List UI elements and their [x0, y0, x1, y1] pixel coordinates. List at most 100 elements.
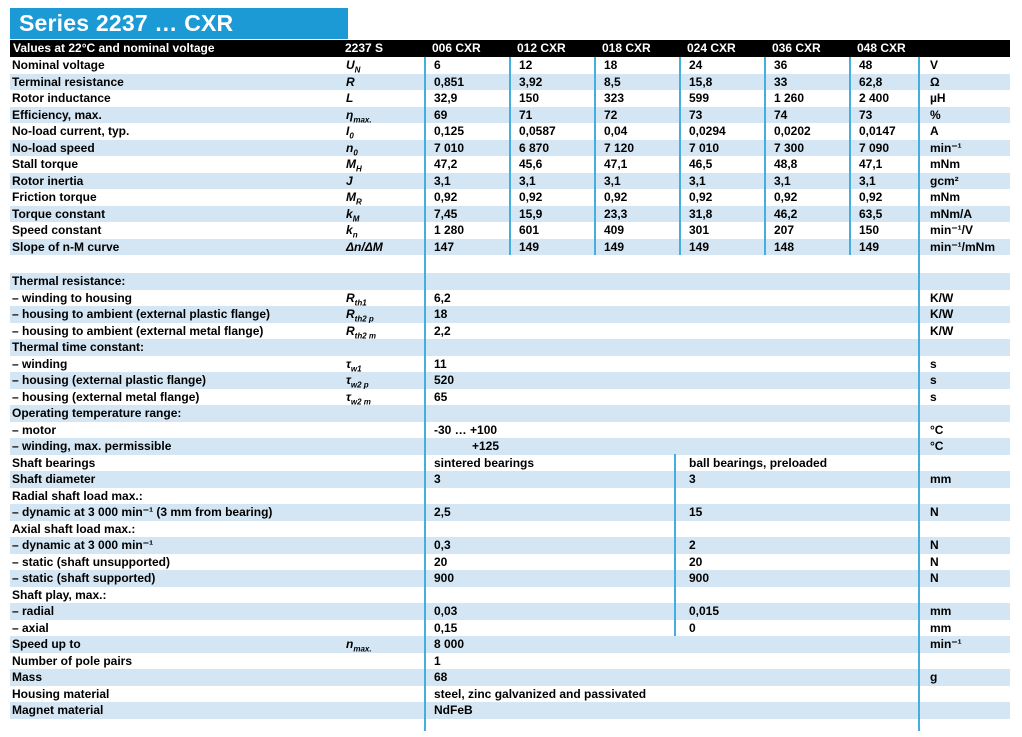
symbol-main: τ	[346, 373, 351, 387]
symbol-main: U	[346, 58, 355, 72]
conditions-label: Values at 22°C and nominal voltage	[13, 41, 215, 55]
symbol-main: R	[346, 290, 355, 305]
unit-column-divider	[918, 57, 920, 731]
value-cell: 0,0294	[689, 124, 726, 138]
value-cell: 36	[774, 58, 788, 72]
param-label: Axial shaft load max.:	[12, 521, 136, 536]
param-symbol: nmax.	[345, 636, 426, 658]
symbol-main: τ	[346, 389, 351, 404]
value-cell: 3	[434, 472, 441, 486]
param-label: – dynamic at 3 000 min⁻¹ (3 mm from bear…	[12, 505, 273, 519]
column-header: 036 CXR	[772, 41, 821, 55]
column-header: 006 CXR	[432, 41, 481, 55]
param-label: – housing (external plastic flange)	[12, 373, 207, 387]
param-label: – housing to ambient (external metal fla…	[12, 323, 264, 338]
param-label: – winding, max. permissible	[12, 439, 172, 453]
symbol-subscript: 0	[353, 147, 358, 157]
value-cell: +125	[472, 439, 500, 453]
value-cell: 15,9	[519, 206, 543, 221]
value-cell: 23,3	[604, 206, 628, 221]
symbol-main: Δn/ΔM	[346, 239, 383, 254]
unit-cell: A	[930, 124, 939, 138]
value-cell: 47,2	[434, 157, 458, 171]
symbol-subscript: th2 m	[354, 330, 377, 340]
value-cell: 3,1	[774, 173, 791, 188]
param-label: – static (shaft unsupported)	[12, 554, 171, 569]
param-label: Stall torque	[12, 157, 79, 171]
value-cell: 11	[434, 356, 447, 371]
symbol-subscript: w1	[350, 363, 362, 373]
value-cell: 0,3	[434, 538, 451, 552]
symbol-main: n	[346, 637, 354, 651]
value-cell: 0	[689, 620, 696, 635]
value-cell: 45,6	[519, 157, 543, 171]
value-cell: 65	[434, 389, 448, 404]
page-title: Series 2237 … CXR	[19, 10, 234, 36]
bearing-section-divider	[674, 454, 676, 636]
table-row: – housing to ambient (external metal fla…	[10, 323, 1010, 340]
param-label: Rotor inertia	[12, 173, 84, 188]
param-label: Efficiency, max.	[12, 107, 102, 122]
value-cell: 409	[604, 223, 625, 237]
value-cell: 1 280	[434, 223, 465, 237]
value-cell: -30 … +100	[434, 422, 498, 437]
unit-cell: N	[930, 571, 939, 585]
column-header: 2237 S	[345, 41, 384, 55]
symbol-main: n	[346, 140, 354, 155]
value-cell: ball bearings, preloaded	[689, 455, 828, 470]
column-divider	[849, 57, 851, 255]
table-row: Operating temperature range:	[10, 405, 1010, 422]
value-cell: 149	[859, 239, 880, 254]
column-divider	[594, 57, 596, 255]
value-cell: 15	[689, 505, 703, 519]
value-cell: 3	[689, 472, 696, 486]
value-cell: 12	[519, 58, 533, 72]
value-cell: 0,04	[604, 124, 628, 138]
unit-cell: s	[930, 373, 937, 387]
unit-cell: min⁻¹	[930, 140, 962, 155]
symbol-main: M	[346, 190, 356, 204]
value-cell: 15,8	[689, 74, 713, 89]
value-cell: 6 870	[519, 140, 550, 155]
param-label: – motor	[12, 422, 57, 437]
value-cell: 0,92	[519, 190, 543, 204]
unit-cell: s	[930, 356, 937, 371]
symbol-subscript: th2 p	[354, 314, 374, 324]
table-row: – winding τw1 11 s	[10, 356, 1010, 373]
table-row: – housing (external plastic flange) τw2 p…	[10, 372, 1010, 389]
value-cell: 0,15	[434, 620, 458, 635]
symbol-subscript: n	[352, 230, 358, 240]
symbol-subscript: w2 m	[350, 396, 371, 406]
param-symbol	[345, 537, 426, 554]
symbol-main: R	[346, 74, 355, 89]
unit-cell: mNm	[930, 190, 961, 204]
value-cell: 46,2	[774, 206, 798, 221]
param-symbol	[345, 554, 426, 571]
column-header: 024 CXR	[687, 41, 736, 55]
param-symbol: MR	[345, 189, 426, 211]
table-row: – motor -30 … +100 °C	[10, 422, 1010, 439]
value-cell: 0,0587	[519, 124, 556, 138]
unit-cell: mNm/A	[930, 206, 973, 221]
table-row: – housing to ambient (external plastic f…	[10, 306, 1010, 323]
value-cell: 149	[689, 239, 710, 254]
value-cell: 62,8	[859, 74, 883, 89]
symbol-subscript: N	[354, 65, 361, 75]
param-label: Housing material	[12, 686, 110, 701]
value-cell: 7,45	[434, 206, 458, 221]
param-symbol: τw1	[345, 356, 426, 378]
param-label: Speed constant	[12, 223, 102, 237]
column-divider	[424, 57, 426, 731]
column-header: 018 CXR	[602, 41, 651, 55]
symbol-main: τ	[346, 356, 351, 371]
value-cell: 0,92	[689, 190, 713, 204]
value-cell: 0,03	[434, 604, 458, 618]
value-cell: 323	[604, 91, 625, 105]
table-row: – housing (external metal flange) τw2 m 65…	[10, 389, 1010, 406]
value-cell: 1 260	[774, 91, 805, 105]
value-cell: 3,92	[519, 74, 543, 89]
param-label: – static (shaft supported)	[12, 571, 156, 585]
param-label: – axial	[12, 620, 49, 635]
value-cell: 0,015	[689, 604, 720, 618]
unit-cell	[920, 653, 1010, 670]
